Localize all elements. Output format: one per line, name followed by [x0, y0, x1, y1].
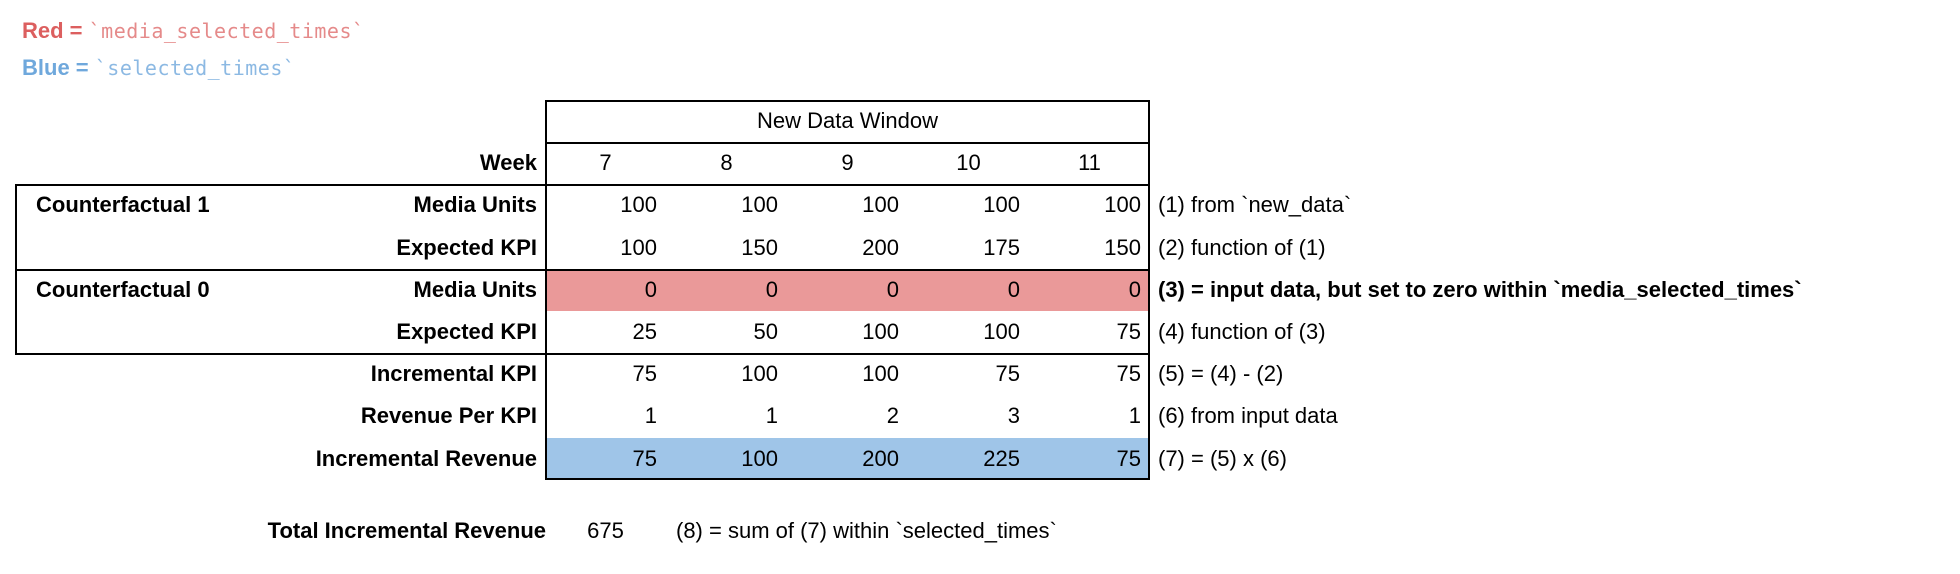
table-cell: 100	[620, 192, 657, 217]
annotation-7: (7) = (5) x (6)	[1158, 446, 1287, 471]
legend-red-line: Red = `media_selected_times`	[22, 15, 365, 47]
table-cell-red: 0	[765, 277, 778, 302]
week-column-header: 9	[841, 150, 854, 175]
table-cell-blue: 75	[1116, 446, 1141, 471]
table-cell: 75	[1116, 361, 1141, 386]
table-cell: 100	[983, 319, 1020, 344]
table-cell: 100	[862, 361, 899, 386]
table-cell: 150	[741, 235, 778, 260]
group-label-counterfactual1: Counterfactual 1	[36, 192, 210, 217]
red-highlight-row-fill	[547, 271, 1148, 311]
week-column-header: 8	[720, 150, 733, 175]
annotation-3: (3) = input data, but set to zero within…	[1158, 277, 1802, 302]
table-line-under-counterfactual0	[545, 353, 1150, 355]
counterfactual0-group-box	[15, 269, 547, 355]
table-cell-blue: 225	[983, 446, 1020, 471]
legend-blue-code: `selected_times`	[94, 56, 296, 80]
table-cell-red: 0	[644, 277, 657, 302]
annotation-6: (6) from input data	[1158, 403, 1338, 428]
annotation-8: (8) = sum of (7) within `selected_times`	[676, 518, 1057, 543]
week-column-header: 7	[599, 150, 612, 175]
blue-highlight-row-fill	[547, 438, 1148, 478]
legend-red-code: `media_selected_times`	[88, 19, 365, 43]
legend-blue-line: Blue = `selected_times`	[22, 52, 295, 84]
table-cell-blue: 75	[632, 446, 657, 471]
total-incremental-revenue-value: 675	[587, 518, 624, 543]
table-cell: 50	[753, 319, 778, 344]
table-cell-red: 0	[1128, 277, 1141, 302]
annotation-4: (4) function of (3)	[1158, 319, 1326, 344]
table-line-under-header	[545, 142, 1150, 144]
table-header: New Data Window	[757, 108, 938, 133]
table-cell: 75	[632, 361, 657, 386]
row-label-media-units-cf1: Media Units	[413, 192, 537, 217]
table-cell-blue: 100	[741, 446, 778, 471]
table-cell: 200	[862, 235, 899, 260]
legend-blue-label: Blue =	[22, 55, 95, 80]
annotation-2: (2) function of (1)	[1158, 235, 1326, 260]
table-cell: 100	[741, 361, 778, 386]
table-cell: 100	[983, 192, 1020, 217]
legend-red-label: Red =	[22, 18, 89, 43]
table-cell: 1	[1128, 403, 1141, 428]
table-cell: 100	[862, 319, 899, 344]
table-cell: 100	[620, 235, 657, 260]
table-line-under-week-row	[545, 184, 1150, 186]
table-cell: 3	[1007, 403, 1020, 428]
annotation-5: (5) = (4) - (2)	[1158, 361, 1284, 386]
row-label-incremental-revenue: Incremental Revenue	[315, 446, 537, 471]
table-cell: 100	[741, 192, 778, 217]
table-cell: 2	[886, 403, 899, 428]
week-column-header: 10	[956, 150, 981, 175]
table-cell: 75	[995, 361, 1020, 386]
row-label-expected-kpi-cf1: Expected KPI	[396, 235, 537, 260]
table-cell: 100	[1104, 192, 1141, 217]
table-cell: 175	[983, 235, 1020, 260]
table-cell: 1	[765, 403, 778, 428]
group-label-counterfactual0: Counterfactual 0	[36, 277, 210, 302]
row-label-incremental-kpi: Incremental KPI	[370, 361, 537, 386]
row-label-revenue-per-kpi: Revenue Per KPI	[360, 403, 537, 428]
table-cell: 150	[1104, 235, 1141, 260]
table-cell: 1	[644, 403, 657, 428]
table-cell: 25	[632, 319, 657, 344]
row-label-expected-kpi-cf0: Expected KPI	[396, 319, 537, 344]
table-cell-blue: 200	[862, 446, 899, 471]
table-line-under-counterfactual1	[545, 269, 1150, 271]
table-cell: 75	[1116, 319, 1141, 344]
table-cell-red: 0	[886, 277, 899, 302]
table-cell-red: 0	[1007, 277, 1020, 302]
table-cell: 100	[862, 192, 899, 217]
week-column-header: 11	[1078, 150, 1101, 175]
total-incremental-revenue-label: Total Incremental Revenue	[267, 518, 546, 543]
week-row-label: Week	[479, 150, 537, 175]
annotation-1: (1) from `new_data`	[1158, 192, 1352, 217]
row-label-media-units-cf0: Media Units	[413, 277, 537, 302]
